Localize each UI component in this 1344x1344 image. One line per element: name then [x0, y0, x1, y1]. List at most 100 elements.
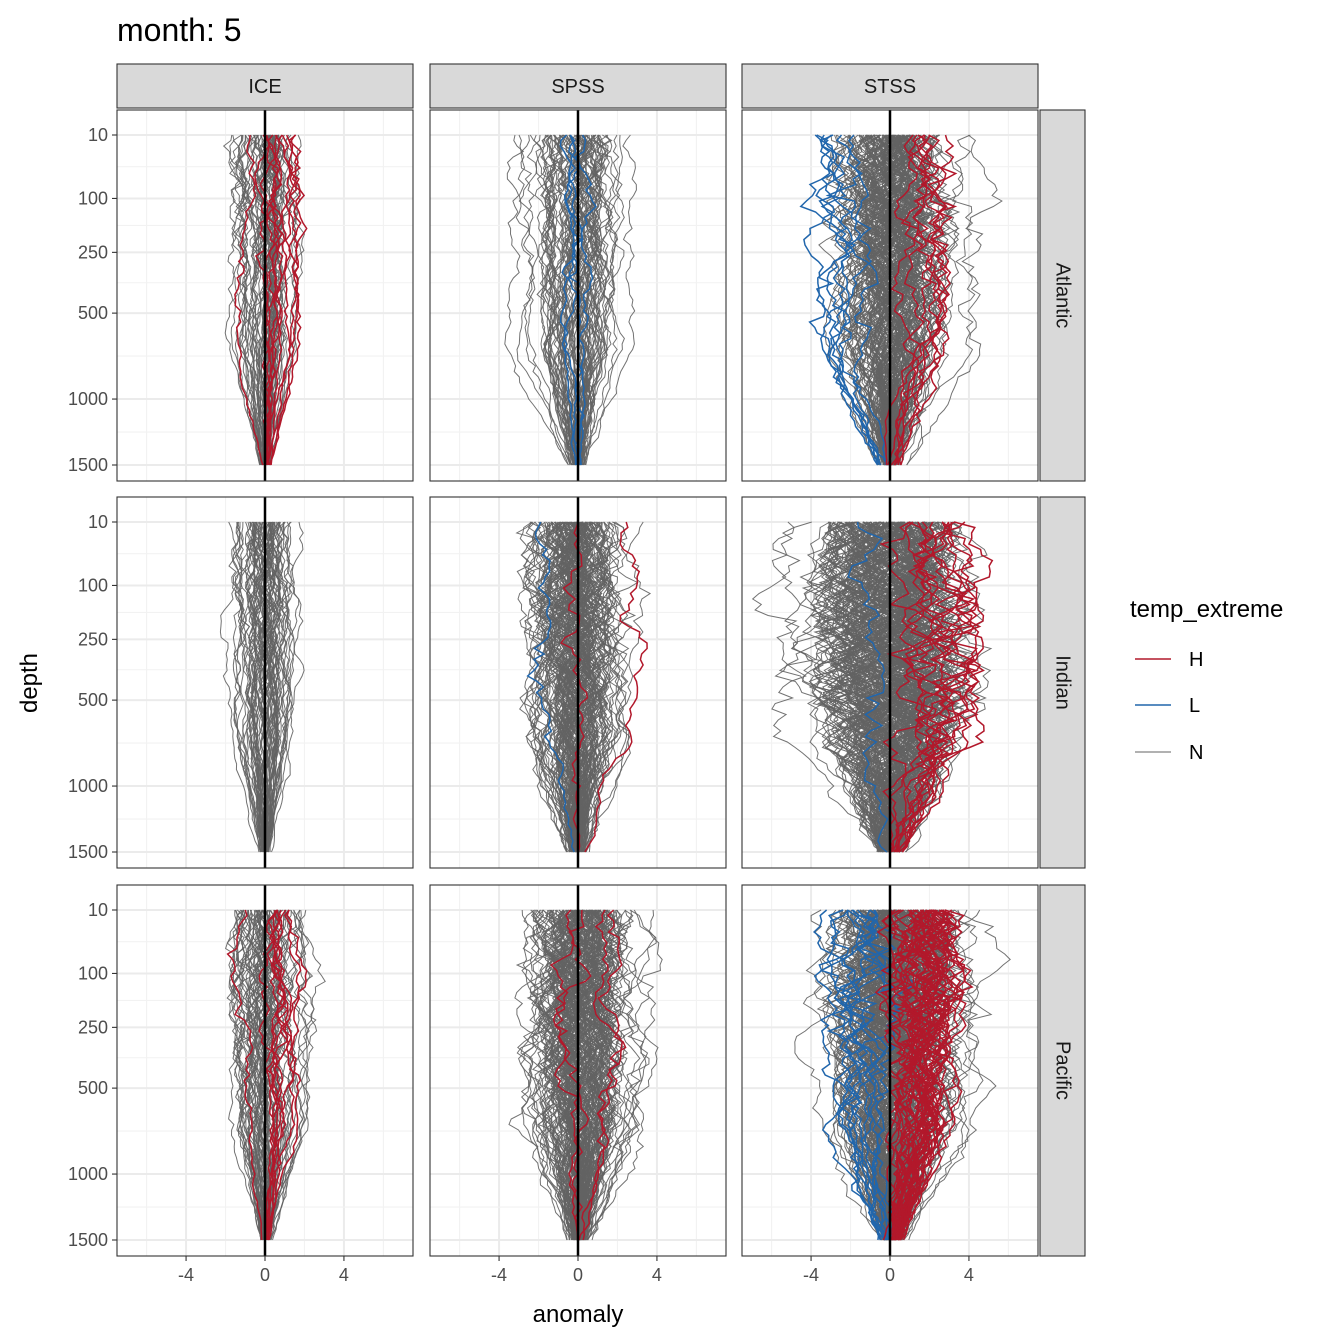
column-strip-label: ICE [248, 76, 281, 98]
profile-line-n [504, 134, 569, 466]
y-tick-label: 1000 [68, 776, 108, 796]
profile-line-l [841, 909, 886, 1241]
profile-line-n [586, 909, 634, 1241]
profile-line-n [568, 909, 607, 1241]
profile-line-n [540, 521, 571, 853]
profile-line-n [831, 521, 884, 853]
profile-line-n [219, 521, 260, 853]
profile-line-h [552, 909, 592, 1241]
profile-line-h [549, 909, 590, 1241]
profile-line-n [508, 909, 572, 1241]
profile-line-n [813, 521, 882, 853]
profile-line-h [266, 909, 293, 1241]
profile-line-n [891, 134, 950, 466]
profile-line-n [578, 909, 616, 1241]
profile-line-h [888, 909, 932, 1241]
profile-line-n [517, 521, 571, 853]
profile-line-n [251, 521, 265, 853]
profile-line-n [883, 134, 918, 466]
profile-line-n [831, 521, 892, 853]
profile-line-h [226, 909, 263, 1241]
profile-line-h [891, 909, 942, 1241]
profile-line-n [880, 521, 933, 853]
profile-line-n [514, 909, 568, 1241]
y-tick-label: 1500 [68, 1230, 108, 1250]
profile-line-h [893, 521, 963, 853]
profile-line-n [239, 134, 262, 466]
profile-line-n [585, 134, 621, 466]
profile-line-n [566, 909, 592, 1241]
profile-line-n [810, 521, 885, 853]
x-tick-label: -4 [178, 1265, 194, 1285]
profile-line-n [809, 521, 885, 853]
profile-line-h [895, 134, 930, 466]
panel-border [116, 109, 414, 482]
profile-line-n [241, 909, 264, 1241]
panel-border [429, 496, 727, 869]
profile-line-n [568, 909, 607, 1241]
profile-line-n [265, 522, 282, 853]
profile-line-n [879, 134, 920, 466]
profile-line-n [875, 134, 898, 466]
profile-line-n [821, 909, 885, 1241]
profile-line-n [583, 521, 652, 853]
panel-pacific-stss [741, 884, 1039, 1257]
legend-label-l: L [1189, 695, 1200, 717]
profile-line-n [515, 521, 574, 853]
profile-line-n [546, 134, 571, 466]
profile-line-n [226, 909, 264, 1241]
profile-line-n [225, 909, 262, 1241]
profile-line-l [562, 134, 584, 466]
profile-line-n [570, 909, 599, 1241]
profile-line-h [895, 909, 959, 1241]
profile-line-h [894, 521, 982, 853]
legend-label-h: H [1189, 649, 1203, 671]
profile-line-n [248, 134, 264, 466]
profile-line-h [874, 909, 918, 1241]
y-tick-label: 100 [78, 188, 108, 208]
profile-line-n [859, 521, 924, 853]
profile-line-n [790, 521, 888, 853]
column-strip-ice [116, 63, 414, 109]
x-tick-label: 4 [339, 1265, 349, 1285]
y-tick-label: 100 [78, 575, 108, 595]
profile-line-n [541, 909, 581, 1241]
profile-line-n [229, 909, 262, 1241]
profile-line-n [232, 521, 261, 853]
profile-line-h [897, 909, 943, 1241]
profile-line-n [252, 521, 270, 853]
legend-title: temp_extreme [1130, 596, 1283, 623]
profile-line-l [839, 909, 896, 1241]
profile-line-h [898, 909, 967, 1241]
profile-line-h [266, 134, 292, 466]
profile-line-h [268, 909, 302, 1241]
panel-indian-ice [116, 496, 414, 869]
y-tick-label: 1000 [68, 389, 108, 409]
panel-indian-stss [741, 496, 1039, 869]
profile-line-l [819, 134, 882, 466]
row-strip-indian [1039, 496, 1086, 869]
profile-line-l [818, 134, 881, 466]
profile-line-l [803, 134, 887, 466]
profile-line-n [860, 134, 899, 466]
row-strip-pacific [1039, 884, 1086, 1257]
profile-line-n [540, 134, 571, 466]
profile-line-h [270, 134, 308, 466]
profile-line-n [269, 909, 311, 1241]
y-tick-label: 10 [88, 125, 108, 145]
profile-line-h [900, 134, 955, 466]
x-axis-title: anomaly [533, 1301, 624, 1328]
profile-line-n [819, 521, 888, 853]
profile-line-h [234, 134, 264, 466]
profile-line-n [852, 521, 901, 853]
profile-line-n [587, 909, 641, 1241]
profile-line-n [515, 134, 569, 466]
profile-line-n [550, 134, 574, 466]
profile-line-h [581, 909, 624, 1241]
y-axis-title: depth [16, 653, 43, 713]
profile-line-n [581, 134, 613, 466]
profile-line-n [578, 134, 620, 466]
profile-line-n [546, 134, 572, 466]
profile-line-n [778, 521, 883, 853]
profile-line-n [558, 909, 585, 1241]
